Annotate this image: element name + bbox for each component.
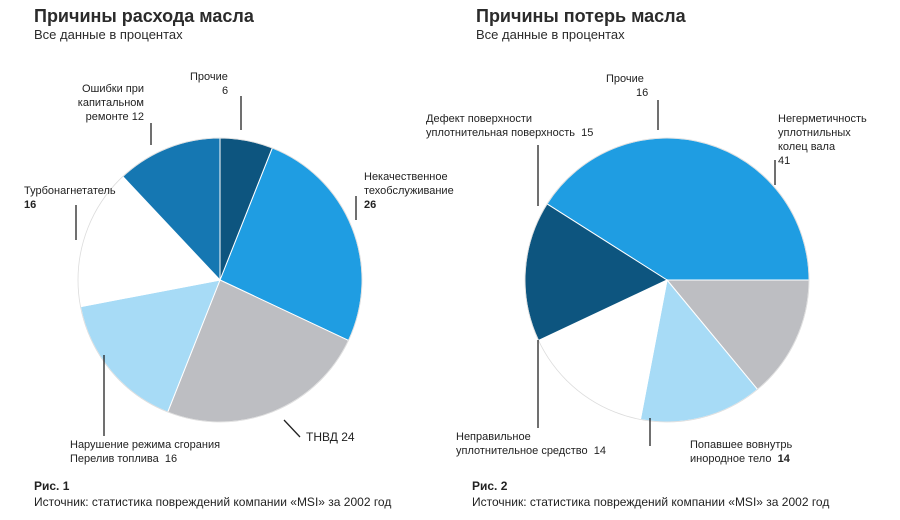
- figure-source: Источник: статистика повреждений компани…: [472, 495, 830, 509]
- label-service: Некачественное техобслуживание 26: [364, 171, 454, 211]
- label-foreign: Попавшее вовнутрь инородное тело 14: [690, 439, 793, 465]
- chart-subtitle: Все данные в процентах: [34, 27, 183, 42]
- chart-title: Причины расхода масла: [34, 6, 254, 26]
- label-repair: Ошибки при капитальном ремонте 12: [77, 83, 144, 123]
- label-combustion: Нарушение режима сгорания Перелив топлив…: [70, 439, 221, 465]
- figure-caption: Рис. 1: [34, 479, 70, 493]
- figure-caption: Рис. 2: [472, 479, 508, 493]
- label-sealant: Неправильное уплотнительное средство 14: [456, 431, 606, 457]
- leader-line: [283, 419, 301, 438]
- label-others: Прочие 16: [606, 73, 649, 99]
- chart-title: Причины потерь масла: [476, 6, 686, 26]
- pie-chart-2: [524, 100, 810, 446]
- label-defect: Дефект поверхности уплотнительная поверх…: [426, 113, 594, 139]
- figure-source: Источник: статистика повреждений компани…: [34, 495, 392, 509]
- label-tnvd: ТНВД 24: [306, 430, 355, 444]
- chart-subtitle: Все данные в процентах: [476, 27, 625, 42]
- chart-panel-1: Причины расхода масла Все данные в проце…: [24, 6, 454, 509]
- label-turbo: Турбонагнетатель 16: [24, 185, 116, 211]
- chart-panel-2: Причины потерь масла Все данные в процен…: [426, 0, 900, 520]
- label-others: Прочие 6: [190, 71, 229, 97]
- pie-chart-1: [75, 96, 363, 438]
- label-seals: Негерметичность уплотнильных колец вала …: [778, 113, 867, 167]
- pie-outline: [77, 137, 363, 423]
- pie-outline: [524, 137, 810, 423]
